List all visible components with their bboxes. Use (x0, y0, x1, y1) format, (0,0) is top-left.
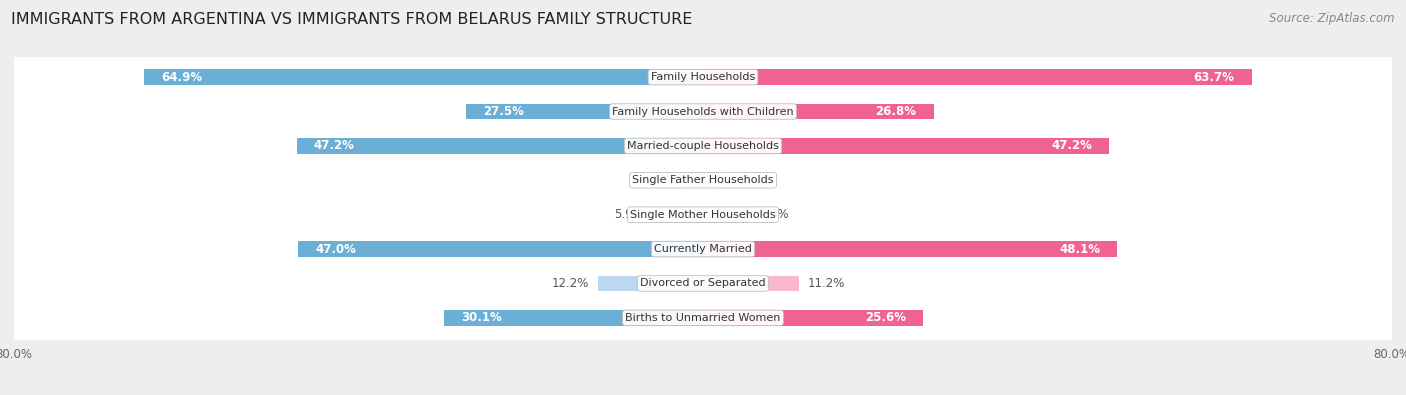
Text: Married-couple Households: Married-couple Households (627, 141, 779, 151)
FancyBboxPatch shape (7, 229, 1399, 271)
Text: 5.5%: 5.5% (759, 208, 789, 221)
Text: Single Mother Households: Single Mother Households (630, 210, 776, 220)
Text: 48.1%: 48.1% (1059, 243, 1099, 256)
Text: Births to Unmarried Women: Births to Unmarried Women (626, 313, 780, 323)
Text: 12.2%: 12.2% (553, 277, 589, 290)
FancyBboxPatch shape (7, 126, 1399, 168)
Bar (298, 241, 703, 257)
Bar (703, 241, 1118, 257)
Bar (444, 310, 703, 326)
Bar (297, 138, 703, 154)
Text: 27.5%: 27.5% (484, 105, 524, 118)
FancyBboxPatch shape (7, 195, 1399, 237)
FancyBboxPatch shape (7, 298, 1399, 340)
Text: 11.2%: 11.2% (808, 277, 845, 290)
Text: 47.2%: 47.2% (1052, 139, 1092, 152)
Bar (703, 69, 1251, 85)
Bar (685, 172, 703, 188)
Bar (652, 207, 703, 223)
FancyBboxPatch shape (7, 263, 1399, 305)
Text: 47.0%: 47.0% (315, 243, 356, 256)
FancyBboxPatch shape (7, 92, 1399, 134)
Text: Family Households with Children: Family Households with Children (612, 107, 794, 117)
Bar (703, 172, 720, 188)
Text: Source: ZipAtlas.com: Source: ZipAtlas.com (1270, 12, 1395, 25)
Text: Currently Married: Currently Married (654, 244, 752, 254)
Bar (143, 69, 703, 85)
Text: 1.9%: 1.9% (728, 174, 758, 187)
Bar (703, 138, 1109, 154)
FancyBboxPatch shape (7, 160, 1399, 202)
Bar (703, 310, 924, 326)
Bar (703, 103, 934, 119)
Text: 64.9%: 64.9% (162, 71, 202, 84)
Text: 2.2%: 2.2% (645, 174, 675, 187)
Text: Family Households: Family Households (651, 72, 755, 82)
Text: 47.2%: 47.2% (314, 139, 354, 152)
Text: IMMIGRANTS FROM ARGENTINA VS IMMIGRANTS FROM BELARUS FAMILY STRUCTURE: IMMIGRANTS FROM ARGENTINA VS IMMIGRANTS … (11, 12, 693, 27)
Text: 26.8%: 26.8% (876, 105, 917, 118)
Bar (467, 103, 703, 119)
Text: 5.9%: 5.9% (614, 208, 644, 221)
Bar (703, 276, 800, 292)
Text: Divorced or Separated: Divorced or Separated (640, 278, 766, 288)
Text: Single Father Households: Single Father Households (633, 175, 773, 185)
Bar (598, 276, 703, 292)
FancyBboxPatch shape (7, 57, 1399, 99)
Text: 25.6%: 25.6% (865, 311, 907, 324)
Text: 63.7%: 63.7% (1194, 71, 1234, 84)
Bar (703, 207, 751, 223)
Text: 30.1%: 30.1% (461, 311, 502, 324)
